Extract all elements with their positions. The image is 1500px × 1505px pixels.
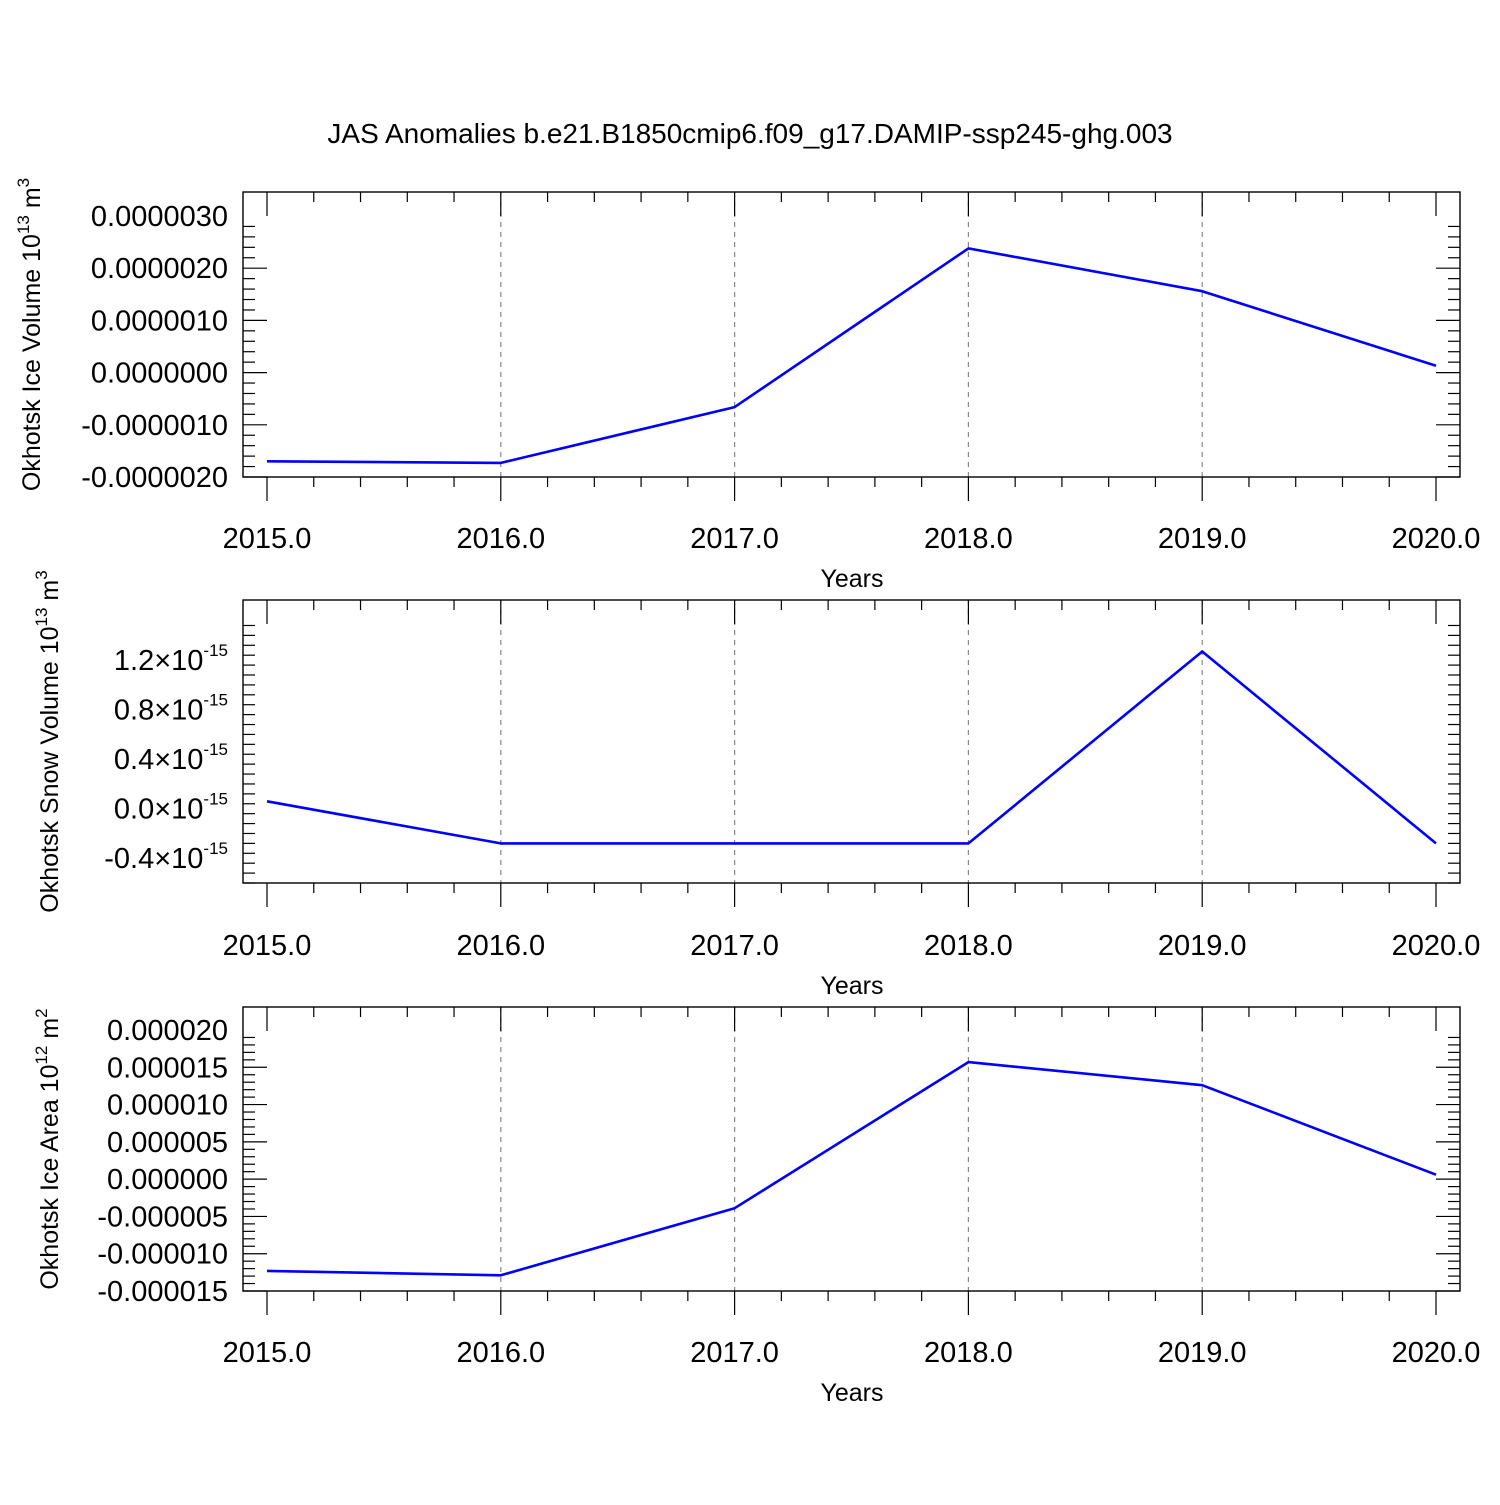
x-tick-label: 2016.0 [456,930,545,962]
y-tick-label: 0.000015 [107,1052,228,1084]
y-tick-label: 0.0000000 [91,358,228,390]
y-tick-label: 0.0000030 [91,201,228,233]
y-tick-label: 0.000000 [107,1164,228,1196]
x-tick-label: 2019.0 [1158,930,1247,962]
x-tick-label: 2020.0 [1392,930,1481,962]
x-tick-label: 2015.0 [223,1337,312,1369]
x-tick-label: 2018.0 [924,523,1013,555]
y-tick-label: -0.000015 [97,1276,228,1308]
y-tick-label: 0.0000020 [91,253,228,285]
x-axis-title: Years [820,972,883,1000]
plot-frame [242,1006,1461,1292]
y-tick-label: -0.0000010 [81,410,228,442]
x-tick-label: 2017.0 [690,930,779,962]
x-tick-label: 2018.0 [924,930,1013,962]
y-tick-label: 0.000010 [107,1090,228,1122]
x-tick-label: 2020.0 [1392,1337,1481,1369]
y-tick-label: 0.000005 [107,1127,228,1159]
y-tick-label: 1.2×10-15 [114,641,228,677]
y-tick-label: -0.0000020 [81,462,228,494]
x-tick-label: 2019.0 [1158,1337,1247,1369]
y-axis-title: Okhotsk Ice Area 1012 m2 [32,1008,64,1289]
y-tick-label: 0.8×10-15 [114,691,228,727]
x-tick-label: 2016.0 [456,1337,545,1369]
x-tick-label: 2016.0 [456,523,545,555]
x-tick-label: 2018.0 [924,1337,1013,1369]
x-tick-label: 2017.0 [690,523,779,555]
plot-frame [242,191,1461,478]
y-tick-label: -0.4×10-15 [104,839,228,875]
y-tick-label: 0.0×10-15 [114,790,228,826]
figure-title: JAS Anomalies b.e21.B1850cmip6.f09_g17.D… [327,118,1172,149]
panel-1: 0.0000030 0.0000020 0.0000010 0.0000000 -0.0… [14,178,1480,593]
x-axis-title: Years [820,565,883,593]
series-line [266,247,1437,465]
y-tick-label: 0.0000010 [91,305,228,337]
y-tick-label: -0.000005 [97,1201,228,1233]
x-tick-label: 2017.0 [690,1337,779,1369]
y-axis-title: Okhotsk Snow Volume 1013 m3 [32,570,64,912]
x-tick-label: 2015.0 [223,930,312,962]
panel-3: 0.000020 0.000015 0.000010 0.000005 0.000000… [32,1006,1481,1407]
y-tick-label: 0.4×10-15 [114,740,228,776]
series-line [266,1060,1437,1277]
x-tick-label: 2019.0 [1158,523,1247,555]
x-tick-label: 2020.0 [1392,523,1481,555]
y-axis-title: Okhotsk Ice Volume 1013 m3 [14,178,46,491]
plot-frame [242,599,1461,884]
series-line [266,650,1437,845]
y-tick-label: 0.000020 [107,1015,228,1047]
panel-2: 1.2×10-15 0.8×10-15 0.4×10-15 0.0×10-15 -0.4… [32,570,1480,1000]
x-tick-label: 2015.0 [223,523,312,555]
y-tick-label: -0.000010 [97,1239,228,1271]
x-axis-title: Years [820,1379,883,1407]
